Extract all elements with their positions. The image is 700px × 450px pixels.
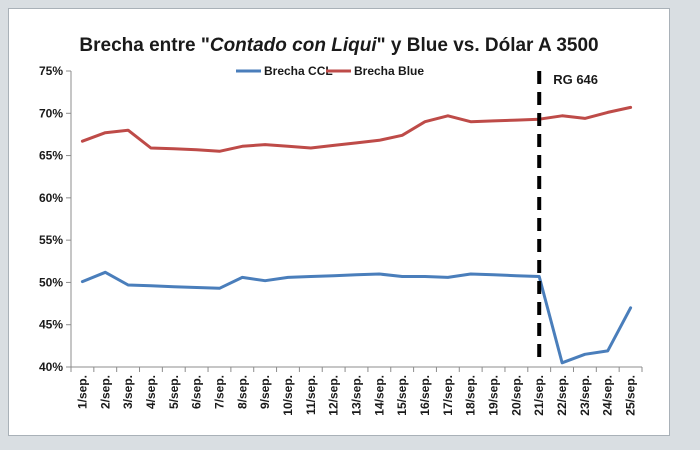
- data-point: [423, 120, 427, 123]
- x-tick-label: 11/sep.: [304, 375, 318, 415]
- data-point: [515, 274, 518, 277]
- data-point: [332, 274, 335, 277]
- x-tick-label: 18/sep.: [464, 375, 478, 416]
- x-tick-label: 25/sep.: [624, 375, 638, 416]
- chart-title: Brecha entre "Contado con Liqui" y Blue …: [79, 35, 598, 56]
- plot-area: 40% 45% 50% 55% 60% 65% 70% 75% 1/sep. 2/sep. 3/se…: [39, 64, 643, 416]
- x-tick-label: 14/sep.: [372, 375, 386, 416]
- x-tick-label: 5/sep.: [167, 375, 181, 409]
- data-point: [423, 275, 427, 278]
- legend-label: Brecha Blue: [354, 64, 424, 78]
- x-tick-label: 15/sep.: [395, 375, 409, 416]
- data-point: [446, 276, 450, 279]
- data-point: [515, 118, 518, 122]
- data-point: [606, 349, 609, 353]
- y-tick-label: 45%: [39, 318, 63, 332]
- data-point: [149, 146, 153, 150]
- y-tick-label: 70%: [39, 106, 63, 120]
- data-point: [492, 273, 495, 277]
- x-tick-label: 21/sep.: [532, 375, 546, 416]
- x-tick-label: 23/sep.: [578, 375, 592, 416]
- data-point: [126, 129, 130, 132]
- data-point: [538, 275, 541, 278]
- data-point: [560, 361, 564, 364]
- x-tick-label: 13/sep.: [350, 375, 364, 416]
- data-point: [286, 145, 290, 148]
- data-point: [104, 271, 107, 274]
- y-tick-label: 50%: [39, 275, 63, 289]
- y-tick-label: 60%: [39, 191, 63, 205]
- x-tick-label: 16/sep.: [418, 375, 432, 416]
- y-tick-label: 40%: [39, 360, 63, 374]
- y-tick-label: 75%: [39, 64, 63, 78]
- data-point: [378, 139, 381, 142]
- data-point: [332, 144, 335, 147]
- legend-label: Brecha CCL: [264, 64, 333, 78]
- chart-title-part: " y Blue vs. Dólar A 3500: [377, 35, 599, 56]
- annotation-label: RG 646: [553, 72, 598, 87]
- data-point: [263, 279, 267, 282]
- data-point: [583, 353, 587, 356]
- x-tick-label: 8/sep.: [235, 375, 249, 409]
- x-tick-label: 6/sep.: [190, 375, 204, 409]
- data-point: [218, 150, 221, 153]
- x-tick-label: 3/sep.: [121, 375, 135, 409]
- data-point: [355, 141, 358, 145]
- data-point: [241, 276, 244, 279]
- x-tick-label: 1/sep.: [75, 375, 89, 409]
- data-point: [104, 131, 107, 134]
- data-point: [218, 287, 221, 290]
- y-tick-label: 65%: [39, 149, 63, 163]
- chart-frame: Brecha entre "Contado con Liqui" y Blue …: [8, 8, 670, 436]
- data-point: [446, 114, 450, 118]
- x-tick-label: 20/sep.: [509, 375, 523, 416]
- data-point: [606, 111, 609, 114]
- data-point: [172, 285, 175, 288]
- data-point: [149, 284, 153, 288]
- data-point: [309, 275, 313, 278]
- data-point: [81, 139, 84, 143]
- legend: Brecha CCL Brecha Blue: [236, 64, 424, 78]
- data-point: [172, 147, 175, 151]
- data-point: [126, 283, 130, 287]
- x-tick-label: 24/sep.: [601, 375, 615, 416]
- data-point: [286, 276, 290, 279]
- x-tick-label: 10/sep.: [281, 375, 295, 416]
- data-point: [195, 148, 198, 151]
- data-point: [492, 119, 495, 123]
- data-point: [560, 114, 564, 118]
- x-tick-label: 12/sep.: [327, 375, 341, 416]
- data-point: [81, 280, 84, 283]
- data-point: [309, 146, 313, 150]
- data-point: [195, 286, 198, 289]
- x-tick-label: 17/sep.: [441, 375, 455, 416]
- data-point: [355, 273, 358, 277]
- data-point: [263, 143, 267, 146]
- line-chart: Brecha entre "Contado con Liqui" y Blue …: [39, 35, 643, 416]
- data-point: [469, 272, 472, 276]
- data-point: [400, 275, 404, 278]
- data-point: [583, 117, 587, 120]
- series-line: [80, 270, 633, 365]
- x-tick-label: 4/sep.: [144, 375, 158, 409]
- x-tick-label: 22/sep.: [555, 375, 569, 416]
- x-tick-label: 19/sep.: [487, 375, 501, 416]
- x-tick-label: 9/sep.: [258, 375, 272, 409]
- x-tick-label: 7/sep.: [212, 375, 226, 409]
- data-point: [629, 106, 632, 109]
- series-line: [80, 105, 633, 153]
- y-tick-label: 55%: [39, 233, 63, 247]
- data-point: [629, 306, 632, 309]
- data-point: [400, 134, 404, 137]
- data-point: [241, 145, 244, 148]
- x-tick-label: 2/sep.: [98, 375, 112, 409]
- data-point: [378, 272, 381, 276]
- data-point: [469, 120, 472, 123]
- chart-title-part: Brecha entre ": [79, 35, 209, 56]
- chart-title-part: Contado con Liqui: [210, 35, 377, 56]
